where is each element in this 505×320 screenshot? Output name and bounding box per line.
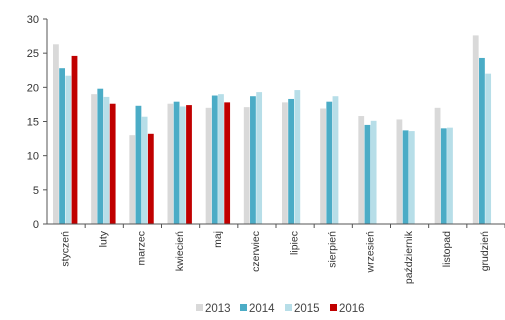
bar-2013-9 xyxy=(358,116,365,224)
bar-2016-2 xyxy=(109,103,116,224)
bar-2014-11 xyxy=(440,128,447,224)
legend-label-2015: 2015 xyxy=(294,303,320,315)
legend-swatch-2016 xyxy=(330,304,337,311)
bar-2013-8 xyxy=(320,108,326,224)
bar-2015-11 xyxy=(447,127,453,224)
bar-2014-6 xyxy=(250,96,256,224)
bar-2016-1 xyxy=(71,55,78,225)
bar-2014-5 xyxy=(211,95,218,225)
legend: 2013 2014 2015 2016 xyxy=(196,303,365,315)
bar-2013-12 xyxy=(472,35,479,225)
bar-2013-3 xyxy=(129,135,136,224)
bar-2015-5 xyxy=(218,94,224,225)
bar-2015-10 xyxy=(408,131,415,224)
y-tick-label: 30 xyxy=(27,14,39,26)
bar-2015-12 xyxy=(485,73,492,225)
bar-2014-8 xyxy=(326,101,333,224)
bar-2014-12 xyxy=(479,57,485,225)
bar-2015-4 xyxy=(179,106,186,224)
y-tick-label: 20 xyxy=(27,82,39,94)
x-category-label: styczeń xyxy=(59,231,71,267)
bar-2013-5 xyxy=(205,107,212,224)
bar-2015-2 xyxy=(103,96,110,224)
bar-2014-1 xyxy=(59,68,65,224)
legend-label-2013: 2013 xyxy=(205,303,231,315)
y-axis: 0 5 10 15 20 25 30 xyxy=(27,14,48,231)
bar-2013-7 xyxy=(282,102,288,224)
bar-2013-6 xyxy=(243,107,250,224)
bar-2013-10 xyxy=(396,119,403,224)
bar-2014-10 xyxy=(402,130,409,224)
x-category-label: wrzesień xyxy=(365,231,377,274)
x-category-label: maj xyxy=(212,231,224,248)
bar-2014-3 xyxy=(135,105,142,224)
bar-2013-2 xyxy=(91,94,97,225)
bar-2013-11 xyxy=(434,107,441,224)
bar-2015-6 xyxy=(256,92,263,224)
x-category-label: grudzień xyxy=(479,231,491,271)
bar-2015-9 xyxy=(370,120,377,224)
legend-swatch-2014 xyxy=(240,304,247,311)
x-axis: styczeń luty marzec kwiecień maj czerwiec lipi… xyxy=(47,223,505,284)
x-category-label: czerwiec xyxy=(250,231,262,272)
bar-2014-4 xyxy=(173,101,180,224)
legend-label-2014: 2014 xyxy=(249,303,275,315)
y-tick-label: 0 xyxy=(33,219,39,231)
x-category-label: kwiecień xyxy=(174,231,186,271)
y-tick-label: 5 xyxy=(33,185,39,197)
bar-2015-1 xyxy=(65,75,72,224)
y-tick-label: 15 xyxy=(27,117,39,129)
legend-swatch-2013 xyxy=(196,304,203,311)
legend-swatch-2015 xyxy=(285,304,292,311)
x-category-label: listopad xyxy=(441,231,453,267)
y-tick-label: 25 xyxy=(27,48,39,60)
bars xyxy=(53,35,492,225)
bar-2016-3 xyxy=(147,133,154,224)
x-category-label: marzec xyxy=(136,231,148,265)
bar-2013-4 xyxy=(167,103,174,224)
bar-2016-5 xyxy=(224,102,231,224)
bar-2014-2 xyxy=(97,88,104,224)
bar-2015-8 xyxy=(332,96,339,224)
bar-2016-4 xyxy=(186,105,192,224)
bar-2015-7 xyxy=(294,90,301,224)
bar-2014-9 xyxy=(364,124,371,224)
x-category-label: lipiec xyxy=(288,231,300,255)
bar-2014-7 xyxy=(288,98,294,224)
bar-2013-1 xyxy=(53,44,59,225)
x-category-label: październik xyxy=(403,230,415,284)
legend-label-2016: 2016 xyxy=(339,303,365,315)
y-tick-label: 10 xyxy=(27,151,39,163)
x-category-label: luty xyxy=(98,230,110,247)
x-category-label: sierpień xyxy=(327,231,339,268)
bar-2015-3 xyxy=(141,116,148,224)
